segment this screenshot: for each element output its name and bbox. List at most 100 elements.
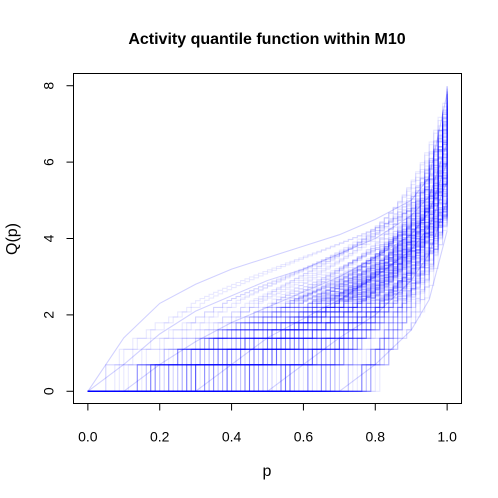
quantile-curve [87,205,448,392]
quantile-curve [87,186,448,392]
quantile-curve [87,121,448,392]
quantile-curve [87,151,448,392]
quantile-curve [87,119,448,392]
quantile-curve [87,185,448,392]
quantile-curve [87,169,448,392]
quantile-curve [87,94,448,392]
quantile-curve [87,159,448,392]
quantile-curve [87,204,448,392]
quantile-curve [87,112,448,392]
quantile-curve [87,167,448,392]
quantile-curve [87,129,448,392]
quantile-curve [87,113,448,392]
quantile-curve [87,100,448,392]
quantile-curve [87,162,448,392]
quantile-curve [87,106,448,392]
quantile-curve [87,158,448,392]
quantile-curve [87,106,448,392]
quantile-curve [87,153,448,392]
x-tick-label: 0.4 [222,429,242,445]
quantile-curve [87,214,448,392]
quantile-curve [87,126,448,392]
quantile-curve [87,131,448,392]
x-tick-label: 0.6 [294,429,314,445]
quantile-curve [87,159,448,392]
quantile-curve [87,193,448,392]
quantile-curve [87,104,448,392]
quantile-curve [87,106,448,392]
quantile-curve [87,99,448,392]
quantile-curve [87,130,448,392]
quantile-curve [87,118,448,392]
quantile-curve [87,154,448,392]
y-tick-label: 6 [40,158,56,166]
quantile-curve [87,197,448,392]
quantile-curve [87,134,448,392]
quantile-curve [87,90,448,392]
quantile-curve [87,173,448,392]
quantile-curve [87,214,448,392]
quantile-curve [87,187,448,392]
quantile-curve [87,174,448,392]
quantile-curve [87,87,448,392]
quantile-curve [87,109,448,392]
quantile-curve [87,201,448,392]
quantile-curve [87,96,448,392]
quantile-curve [87,142,448,392]
quantile-curve [87,202,448,392]
quantile-curve [87,160,448,392]
quantile-curve [87,161,448,392]
quantile-curve [87,213,448,392]
quantile-curve [87,179,448,392]
quantile-curve [87,179,448,392]
quantile-curve [87,171,448,392]
quantile-curve [87,93,448,392]
x-tick-label: 0.0 [78,429,98,445]
quantile-curve [87,105,448,392]
quantile-curve [87,169,448,392]
quantile-curve [87,93,448,392]
quantile-curve [87,138,448,392]
quantile-curve [87,114,448,392]
quantile-curve [87,194,448,392]
quantile-curve [87,180,448,392]
y-tick-label: 4 [40,234,56,242]
quantile-curve [87,177,448,392]
quantile-curve [87,168,448,392]
quantile-curve [87,132,448,392]
quantile-curve [87,147,448,392]
quantile-curve [87,86,448,392]
quantile-curve [87,160,448,392]
quantile-curve [87,198,448,392]
quantile-curve [87,171,448,392]
quantile-curve [87,230,448,392]
quantile-curve [87,209,448,392]
quantile-curve [87,208,448,392]
quantile-curve [87,115,448,392]
quantile-curve [87,88,448,392]
quantile-curve [87,208,448,392]
quantile-curve [87,92,448,392]
quantile-curve [87,186,448,392]
quantile-curve [87,130,448,392]
quantile-curve [87,130,448,392]
quantile-curve [87,86,448,392]
quantile-curve [87,212,448,392]
quantile-curve [87,123,448,392]
quantile-curve [87,138,448,392]
quantile-curve [87,166,448,392]
quantile-curve [87,192,448,392]
quantile-curve [87,205,448,392]
quantile-curve [87,151,448,392]
quantile-curve [87,158,448,392]
chart-title: Activity quantile function within M10 [128,31,405,48]
quantile-curve [87,209,448,392]
y-tick-label: 0 [40,387,56,395]
quantile-curve [87,106,448,392]
quantile-curve [87,90,448,392]
quantile-curve [87,101,448,392]
y-axis-label: Q(p) [4,223,21,255]
quantile-curve [87,151,448,392]
quantile-curve [87,129,448,392]
